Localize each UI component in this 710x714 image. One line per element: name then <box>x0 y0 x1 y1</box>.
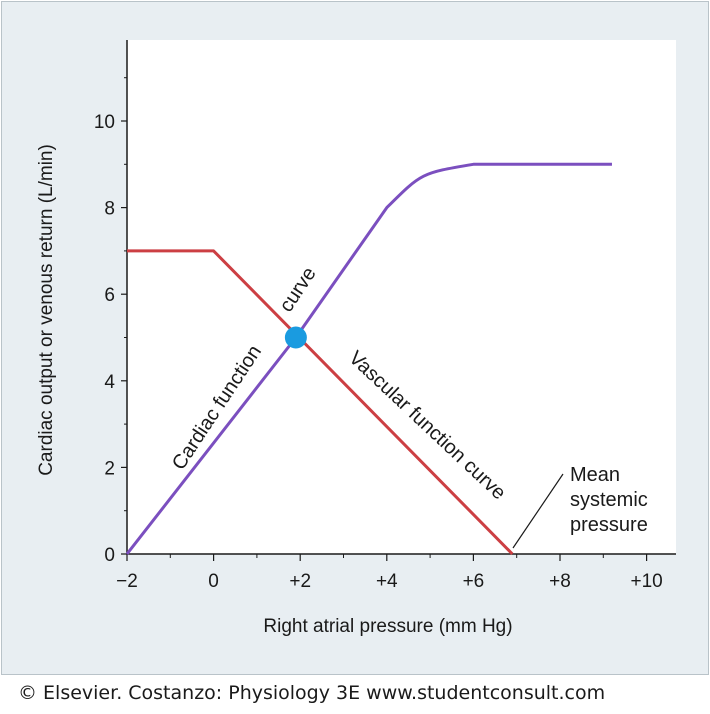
x-tick-label: +8 <box>549 571 571 592</box>
series-layer <box>125 162 612 556</box>
y-tick-label: 2 <box>104 458 115 479</box>
y-axis-title: Cardiac output or venous return (L/min) <box>36 144 57 476</box>
x-tick-label: +6 <box>463 571 485 592</box>
axis-ticks <box>121 77 648 561</box>
y-tick-label: 6 <box>104 285 115 306</box>
x-tick-label: +10 <box>630 571 662 592</box>
plot-area <box>127 40 676 554</box>
msp-label-line3: pressure <box>570 514 648 536</box>
y-tick-label: 4 <box>104 372 115 393</box>
equilibrium-point <box>284 326 307 349</box>
vascular-function-curve <box>127 249 514 556</box>
x-tick-label: −2 <box>116 571 138 592</box>
msp-leader-line <box>512 473 564 549</box>
y-tick-label: 10 <box>94 112 115 133</box>
msp-label-line2: systemic <box>570 489 648 511</box>
x-axis-title: Right atrial pressure (mm Hg) <box>263 616 512 637</box>
y-tick-label: 8 <box>104 199 115 220</box>
axes <box>126 40 676 555</box>
y-tick-label: 0 <box>104 545 115 566</box>
msp-label-line1: Mean <box>570 464 620 486</box>
copyright-footer: © Elsevier. Costanzo: Physiology 3E www.… <box>18 682 606 704</box>
cardiac-function-curve <box>125 162 612 555</box>
x-tick-label: +4 <box>376 571 398 592</box>
x-tick-label: 0 <box>208 571 219 592</box>
x-tick-label: +2 <box>289 571 311 592</box>
